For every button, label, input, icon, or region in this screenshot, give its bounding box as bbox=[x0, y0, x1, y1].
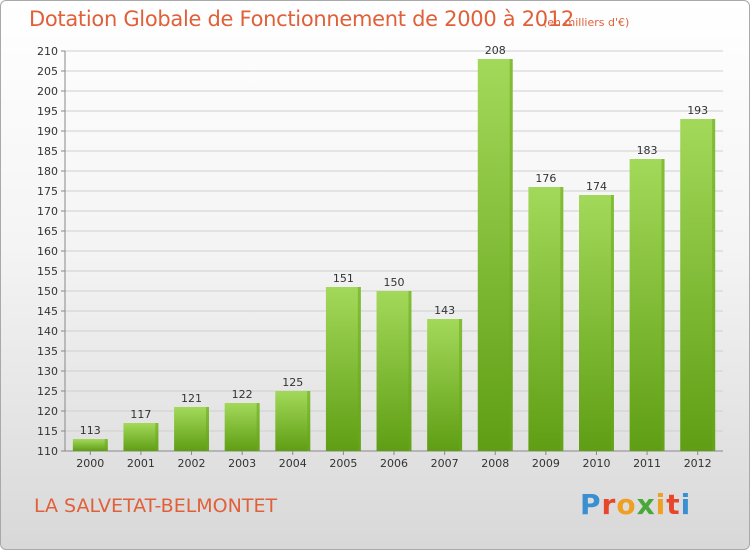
bar-value-label: 121 bbox=[181, 392, 202, 405]
bar-shade bbox=[661, 159, 665, 451]
y-tick-label: 200 bbox=[37, 85, 58, 98]
y-tick-label: 150 bbox=[37, 285, 58, 298]
bar-value-label: 151 bbox=[333, 272, 354, 285]
bar-value-label: 113 bbox=[80, 424, 101, 437]
y-tick-label: 185 bbox=[37, 145, 58, 158]
y-tick-label: 195 bbox=[37, 105, 58, 118]
y-tick-label: 115 bbox=[37, 425, 58, 438]
y-tick-label: 165 bbox=[37, 225, 58, 238]
logo-letter: o bbox=[616, 488, 637, 521]
y-tick-label: 145 bbox=[37, 305, 58, 318]
bar-shade bbox=[459, 319, 463, 451]
y-tick-label: 180 bbox=[37, 165, 58, 178]
logo-letter: i bbox=[655, 488, 667, 521]
bar-value-label: 208 bbox=[485, 44, 506, 57]
chart-title: Dotation Globale de Fonctionnement de 20… bbox=[29, 7, 574, 31]
bar-shade bbox=[712, 119, 716, 451]
bar-shade bbox=[357, 287, 361, 451]
bar bbox=[578, 195, 614, 451]
x-tick-label: 2007 bbox=[431, 457, 459, 470]
bar-value-label: 122 bbox=[232, 388, 253, 401]
x-tick-label: 2008 bbox=[481, 457, 509, 470]
bar bbox=[528, 187, 564, 451]
bar-value-label: 143 bbox=[434, 304, 455, 317]
bar-shade bbox=[155, 423, 159, 451]
bar-shade bbox=[408, 291, 412, 451]
chart-unit-label: (en milliers d'€) bbox=[543, 16, 630, 29]
bar-value-label: 125 bbox=[282, 376, 303, 389]
x-tick-label: 2000 bbox=[76, 457, 104, 470]
x-tick-label: 2011 bbox=[633, 457, 661, 470]
bar bbox=[680, 119, 716, 451]
y-tick-label: 110 bbox=[37, 445, 58, 458]
y-tick-label: 205 bbox=[37, 65, 58, 78]
y-tick-label: 135 bbox=[37, 345, 58, 358]
bar bbox=[72, 439, 108, 451]
bar bbox=[123, 423, 159, 451]
y-tick-label: 155 bbox=[37, 265, 58, 278]
y-tick-label: 140 bbox=[37, 325, 58, 338]
y-tick-label: 170 bbox=[37, 205, 58, 218]
y-tick-label: 120 bbox=[37, 405, 58, 418]
bar bbox=[376, 291, 412, 451]
labels: 110 115 120 125 130 135 140 145 150 155 160 165 170 1… bbox=[37, 44, 712, 470]
bar bbox=[325, 287, 361, 451]
x-tick-label: 2001 bbox=[127, 457, 155, 470]
y-tick-label: 190 bbox=[37, 125, 58, 138]
x-tick-label: 2002 bbox=[178, 457, 206, 470]
logo-letter: P bbox=[580, 488, 602, 521]
bar-shade bbox=[610, 195, 614, 451]
bar-value-label: 150 bbox=[384, 276, 405, 289]
bars bbox=[72, 59, 716, 451]
x-tick-label: 2009 bbox=[532, 457, 560, 470]
y-tick-label: 160 bbox=[37, 245, 58, 258]
logo-letter: x bbox=[636, 488, 656, 521]
bar-value-label: 176 bbox=[535, 172, 556, 185]
commune-name: LA SALVETAT-BELMONTET bbox=[34, 495, 278, 517]
bar-shade bbox=[509, 59, 513, 451]
bar-value-label: 183 bbox=[637, 144, 658, 157]
logo-letter: t bbox=[666, 488, 681, 521]
bar bbox=[174, 407, 210, 451]
bar-shade bbox=[206, 407, 210, 451]
bar-shade bbox=[307, 391, 311, 451]
bar-value-label: 193 bbox=[687, 104, 708, 117]
bar-shade bbox=[104, 439, 108, 451]
x-tick-label: 2006 bbox=[380, 457, 408, 470]
bar bbox=[224, 403, 260, 451]
logo-letter: i bbox=[680, 488, 692, 521]
bar bbox=[477, 59, 513, 451]
bar-value-label: 174 bbox=[586, 180, 607, 193]
logo-letter: r bbox=[601, 488, 617, 521]
y-tick-label: 130 bbox=[37, 365, 58, 378]
y-tick-label: 125 bbox=[37, 385, 58, 398]
x-tick-label: 2012 bbox=[684, 457, 712, 470]
bar-shade bbox=[560, 187, 564, 451]
bar bbox=[275, 391, 311, 451]
x-tick-label: 2003 bbox=[228, 457, 256, 470]
x-tick-label: 2010 bbox=[582, 457, 610, 470]
y-tick-label: 210 bbox=[37, 45, 58, 58]
y-tick-label: 175 bbox=[37, 185, 58, 198]
proxiti-logo: Proxiti bbox=[580, 488, 691, 521]
bar bbox=[427, 319, 463, 451]
x-tick-label: 2005 bbox=[329, 457, 357, 470]
bar-shade bbox=[256, 403, 260, 451]
x-tick-label: 2004 bbox=[279, 457, 307, 470]
bar-value-label: 117 bbox=[130, 408, 151, 421]
bar bbox=[629, 159, 665, 451]
